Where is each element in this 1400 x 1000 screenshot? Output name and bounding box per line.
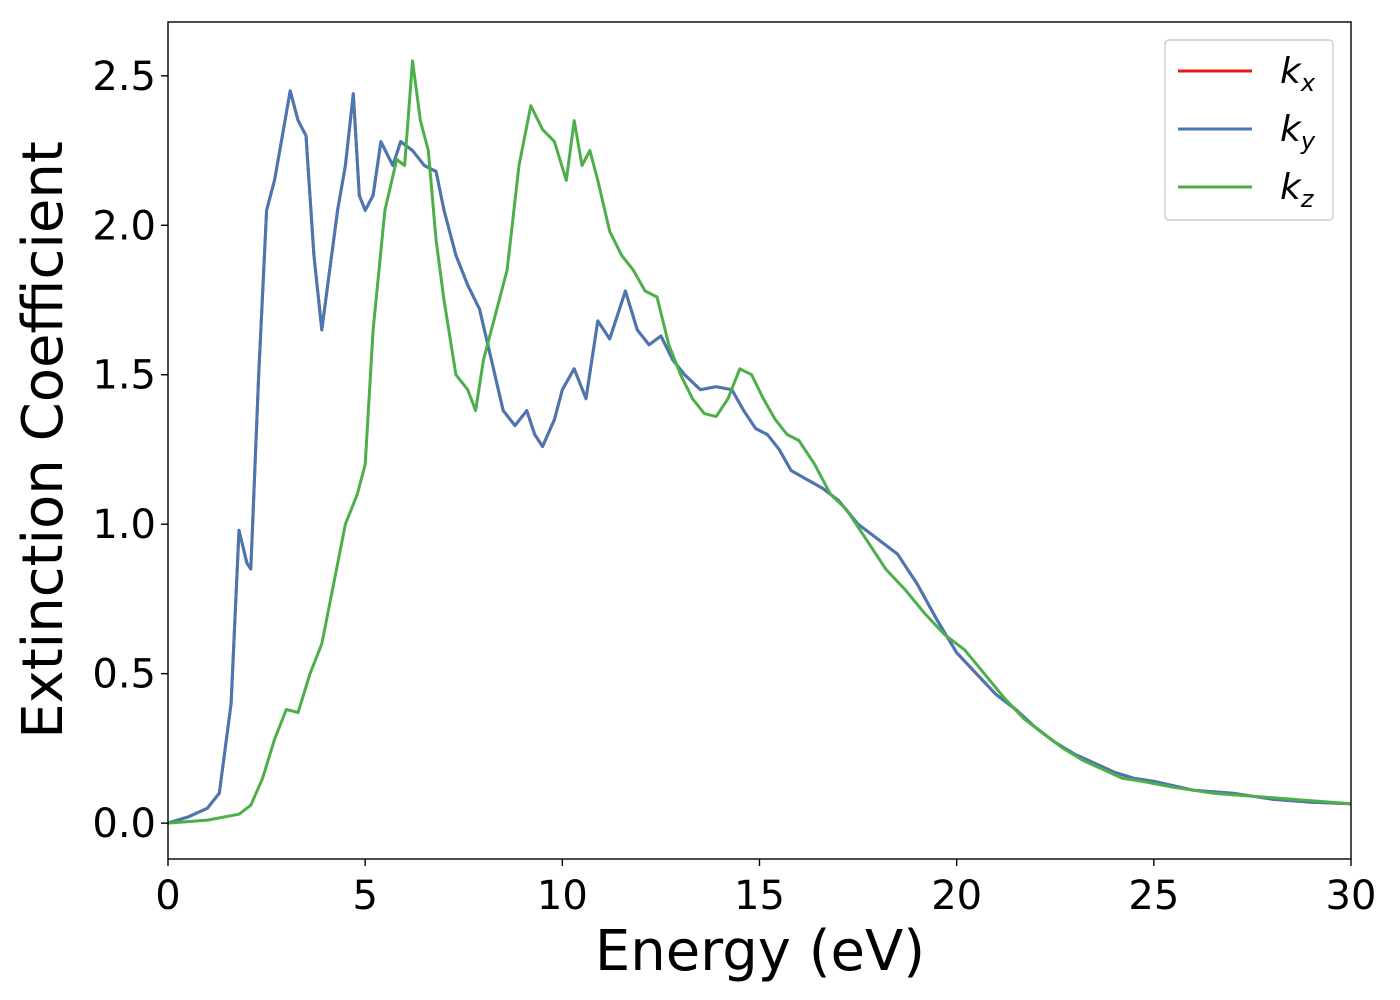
y-tick-label: 0.5 (92, 652, 156, 698)
y-tick-label: 1.0 (92, 502, 156, 548)
x-tick-label: 5 (352, 873, 377, 919)
y-axis-title: Extinction Coefficient (11, 141, 76, 739)
y-tick-label: 2.5 (92, 54, 156, 100)
x-tick-label: 20 (931, 873, 982, 919)
y-axis-ticks: 0.0 0.5 1.0 1.5 2.0 2.5 (92, 54, 168, 847)
series-line-ky (167, 89, 1352, 825)
series-line-kz (167, 59, 1352, 825)
x-axis-title: Energy (eV) (595, 919, 925, 984)
x-tick-label: 10 (537, 873, 588, 919)
x-axis-ticks: 0 5 10 15 20 25 30 (155, 859, 1376, 919)
y-tick-label: 2.0 (92, 203, 156, 249)
y-tick-label: 0.0 (92, 801, 156, 847)
legend: kx ky kz (1164, 39, 1334, 221)
legend-label-ky: ky (1280, 109, 1316, 155)
x-tick-label: 15 (734, 873, 785, 919)
x-tick-label: 25 (1128, 873, 1179, 919)
x-tick-label: 30 (1326, 873, 1377, 919)
legend-label-kz: kz (1280, 167, 1315, 213)
legend-label-kx: kx (1280, 51, 1316, 97)
y-tick-label: 1.5 (92, 353, 156, 399)
x-tick-label: 0 (155, 873, 180, 919)
series-lines (167, 59, 1352, 825)
